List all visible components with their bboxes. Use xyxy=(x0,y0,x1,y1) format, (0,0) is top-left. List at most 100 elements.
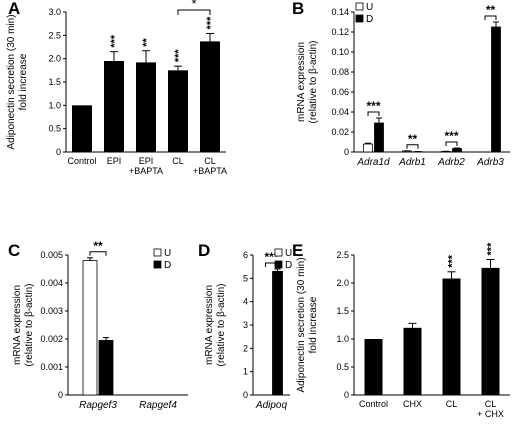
y-tick-label: 1 xyxy=(243,367,248,377)
legend-swatch-u xyxy=(274,248,283,257)
y-tick-label: 1.0 xyxy=(48,100,61,110)
y-axis-label: mRNA expression xyxy=(12,285,23,365)
x-tick-label: EPI xyxy=(107,156,122,166)
significance-mark: *** xyxy=(444,129,458,143)
y-tick-label: 0 xyxy=(344,147,349,157)
significance-bracket xyxy=(445,141,458,146)
y-tick-label: 0.5 xyxy=(48,124,61,134)
panel-c: C 0 0.001 0.002 0.003 0.004 0.005 mRNA expressi… xyxy=(8,239,188,411)
y-tick-label: 1.5 xyxy=(336,306,349,316)
y-tick-label: 3 xyxy=(243,320,248,330)
x-tick-label: CL xyxy=(446,399,458,409)
bar xyxy=(442,278,461,395)
y-tick-label: 0.08 xyxy=(331,67,349,77)
y-tick-label: 2.5 xyxy=(336,250,349,260)
legend-swatch-d xyxy=(274,260,283,269)
significance-mark: *** xyxy=(205,16,217,30)
legend-label: U xyxy=(285,248,292,259)
significance-mark: *** xyxy=(173,49,185,63)
significance-mark: * xyxy=(191,0,196,11)
x-tick-label: Adrb3 xyxy=(476,157,504,168)
y-tick-label: 0.001 xyxy=(40,362,63,372)
legend-label: D xyxy=(164,260,171,271)
bar-d xyxy=(491,26,501,153)
panel-label: E xyxy=(292,241,303,260)
bar-d xyxy=(98,339,114,396)
legend-swatch-d xyxy=(355,14,364,23)
y-axis-label: (relative to β-actin) xyxy=(24,284,35,367)
significance-mark: ** xyxy=(408,132,418,146)
y-tick-label: 0.002 xyxy=(40,334,63,344)
significance-mark: *** xyxy=(366,99,380,113)
y-tick-label: 1.0 xyxy=(336,334,349,344)
legend-label: U xyxy=(164,248,171,259)
bar-u xyxy=(82,260,98,396)
legend-swatch-u xyxy=(355,2,364,11)
significance-bracket xyxy=(406,144,419,149)
bar-d xyxy=(374,122,384,153)
y-tick-label: 0.02 xyxy=(331,127,349,137)
y-tick-label: 0.004 xyxy=(40,278,63,288)
x-tick-label: CL xyxy=(204,156,216,166)
panel-label: A xyxy=(8,0,20,18)
bar xyxy=(200,41,220,152)
y-axis-label: Adiponectin secretion (30 min) xyxy=(296,257,307,392)
y-tick-label: 0.005 xyxy=(40,250,63,260)
x-tick-label: CHX xyxy=(403,399,422,409)
legend-label: D xyxy=(285,260,292,271)
significance-bracket xyxy=(484,15,497,20)
x-tick-label: Adrb1 xyxy=(398,157,426,168)
bar-u xyxy=(363,143,373,153)
bar xyxy=(168,70,188,152)
significance-bracket xyxy=(367,111,380,116)
y-tick-label: 0.12 xyxy=(331,27,349,37)
legend-label: D xyxy=(366,14,373,25)
y-tick-label: 4 xyxy=(243,297,248,307)
y-axis-label: mRNA expression xyxy=(296,42,307,122)
panel-label: B xyxy=(292,0,304,18)
panel-b: B 0 0.02 0.04 0.06 0.08 0.10 0.12 0.14 mRNA expre… xyxy=(292,0,510,168)
bar xyxy=(403,327,422,395)
x-tick-label: Rapgef3 xyxy=(79,400,117,411)
bar xyxy=(72,105,92,152)
y-axis-label: fold increase xyxy=(308,296,319,353)
y-tick-label: 0.5 xyxy=(336,362,349,372)
y-axis-label: fold increase xyxy=(18,53,29,110)
panel-e: E 0 0.5 1.0 1.5 2.0 2.5 Adiponectin secretion (… xyxy=(292,241,510,419)
bar-d xyxy=(452,148,462,153)
bar-d xyxy=(272,270,283,396)
legend-label: U xyxy=(366,2,373,13)
bar xyxy=(364,339,383,395)
y-tick-label: 0 xyxy=(243,390,248,400)
y-axis-label: (relative to β-actin) xyxy=(308,41,319,124)
bar xyxy=(104,61,124,152)
significance-mark: ** xyxy=(141,37,153,46)
y-axis-label: mRNA expression xyxy=(204,285,215,365)
x-tick-label: CL xyxy=(485,399,497,409)
y-tick-label: 0 xyxy=(56,147,61,157)
x-tick-label: Adra1d xyxy=(356,157,390,168)
x-tick-label: Adipoq xyxy=(255,400,288,411)
significance-bracket xyxy=(177,9,211,15)
x-tick-label: Control xyxy=(67,156,96,166)
x-tick-label: +BAPTA xyxy=(193,166,227,176)
y-tick-label: 0.003 xyxy=(40,306,63,316)
y-tick-label: 6 xyxy=(243,250,248,260)
panel-a: A 0 0.5 1.0 1.5 2.0 2.5 3.0 Adiponectin secretio… xyxy=(6,0,227,176)
y-tick-label: 3.0 xyxy=(48,7,61,17)
y-tick-label: 0 xyxy=(58,390,63,400)
legend-swatch-d xyxy=(153,260,162,269)
x-tick-label: CL xyxy=(172,156,184,166)
y-axis-label: Adiponectin secretion (30 min) xyxy=(6,14,17,149)
significance-mark: *** xyxy=(486,242,498,256)
y-tick-label: 0.06 xyxy=(331,87,349,97)
bar xyxy=(136,62,156,152)
y-tick-label: 2 xyxy=(243,343,248,353)
significance-mark: ** xyxy=(93,239,103,253)
bar xyxy=(481,267,500,395)
y-tick-label: 2.5 xyxy=(48,30,61,40)
y-tick-label: 0.14 xyxy=(331,7,349,17)
y-axis-label: (relative to β-actin) xyxy=(216,284,227,367)
y-tick-label: 0.10 xyxy=(331,47,349,57)
